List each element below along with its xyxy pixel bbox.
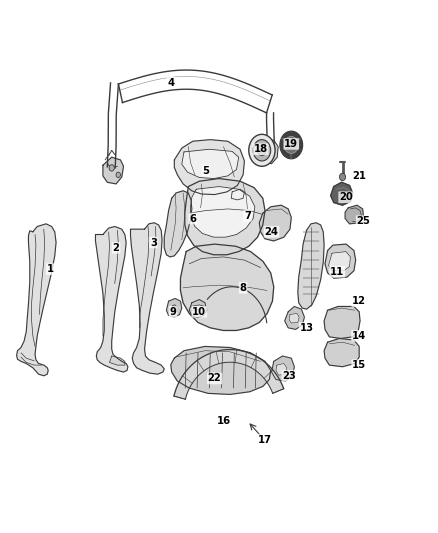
Circle shape [116,172,120,177]
Polygon shape [131,223,164,374]
Polygon shape [182,149,239,179]
Polygon shape [110,356,125,365]
Text: 22: 22 [208,374,222,383]
Polygon shape [345,205,364,224]
Polygon shape [259,205,291,241]
Text: 24: 24 [265,227,279,237]
Text: 6: 6 [189,214,196,223]
Text: 15: 15 [352,360,366,370]
Polygon shape [95,227,128,372]
Text: 9: 9 [170,307,177,317]
Text: 21: 21 [352,171,366,181]
Text: 16: 16 [216,416,230,426]
Text: 12: 12 [352,296,366,306]
Circle shape [109,165,114,171]
Circle shape [253,140,271,161]
Text: 7: 7 [244,211,251,221]
Polygon shape [189,300,207,318]
Polygon shape [164,191,192,257]
Text: 8: 8 [240,283,247,293]
Text: 5: 5 [202,166,209,175]
Polygon shape [174,350,284,399]
Circle shape [284,136,298,154]
Circle shape [339,173,346,181]
Polygon shape [231,189,244,200]
Text: 23: 23 [282,371,296,381]
Polygon shape [272,356,294,381]
Polygon shape [17,224,56,376]
Polygon shape [289,313,299,323]
Text: 2: 2 [113,243,120,253]
Circle shape [258,145,266,156]
Polygon shape [185,179,265,255]
Polygon shape [171,346,271,394]
Polygon shape [103,157,124,184]
Polygon shape [298,223,324,309]
Circle shape [172,305,177,310]
Text: 10: 10 [192,307,206,317]
Text: 14: 14 [352,331,366,341]
Text: 1: 1 [47,264,54,274]
Polygon shape [325,244,356,278]
Text: 13: 13 [300,323,314,333]
Circle shape [280,131,303,159]
Text: 3: 3 [150,238,157,247]
Polygon shape [324,338,359,367]
Polygon shape [285,306,304,329]
Polygon shape [260,140,278,164]
Text: 11: 11 [330,267,344,277]
Polygon shape [276,364,287,375]
Text: 20: 20 [339,192,353,202]
Text: 25: 25 [357,216,371,226]
Text: 17: 17 [258,435,272,445]
Polygon shape [324,306,360,338]
Polygon shape [166,298,182,317]
Polygon shape [174,140,244,195]
Polygon shape [180,244,274,330]
Text: 18: 18 [254,144,268,154]
Text: 19: 19 [284,139,298,149]
Circle shape [249,134,275,166]
Polygon shape [328,252,350,271]
Polygon shape [191,187,255,237]
Text: 4: 4 [167,78,174,87]
Polygon shape [331,182,353,205]
